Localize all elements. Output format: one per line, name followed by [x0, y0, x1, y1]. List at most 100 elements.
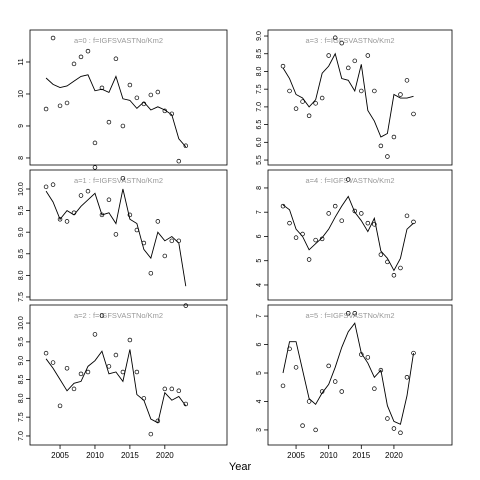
- data-point: [339, 218, 344, 223]
- data-point: [64, 219, 70, 224]
- data-point: [313, 427, 318, 433]
- data-point: [64, 100, 70, 106]
- data-point: [134, 95, 140, 101]
- data-point: [162, 386, 168, 392]
- data-point: [339, 389, 344, 394]
- data-point: [306, 113, 312, 118]
- data-point: [372, 88, 377, 94]
- y-tick-label: 8.5: [256, 49, 263, 59]
- data-point: [306, 257, 312, 262]
- data-point: [113, 352, 119, 358]
- data-point: [352, 311, 358, 316]
- data-point: [92, 332, 98, 337]
- data-point: [183, 143, 189, 149]
- trend-line: [282, 322, 414, 425]
- y-tick-label: 8.5: [18, 249, 25, 259]
- data-point: [332, 203, 338, 209]
- data-point: [300, 423, 305, 428]
- data-point: [378, 143, 384, 149]
- data-point: [365, 53, 371, 58]
- y-tick-label: 8.5: [18, 375, 25, 385]
- data-point: [99, 85, 105, 91]
- panel-title: a=1 : f=IGFSVASTNo/Km2: [74, 176, 163, 185]
- data-point: [293, 235, 299, 240]
- data-point: [155, 219, 161, 224]
- data-point: [372, 386, 377, 391]
- panel-frame: [267, 304, 453, 446]
- data-point: [43, 106, 49, 112]
- y-tick-label: 9: [18, 124, 25, 128]
- data-point: [398, 92, 403, 97]
- data-point: [106, 364, 112, 369]
- data-point: [346, 311, 351, 316]
- data-point: [71, 61, 77, 67]
- panel-title: a=2 : f=IGFSVASTNo/Km2: [74, 311, 163, 320]
- y-tick-label: 10.0: [18, 182, 25, 196]
- data-point: [293, 106, 299, 111]
- y-tick-label: 6.5: [256, 120, 263, 130]
- y-tick-label: 5: [256, 259, 263, 263]
- y-tick-label: 9.5: [18, 337, 25, 347]
- data-point: [71, 386, 77, 392]
- y-tick-label: 7.5: [18, 292, 25, 302]
- y-tick-label: 10.0: [18, 316, 25, 330]
- y-tick-label: 8.0: [18, 270, 25, 280]
- data-point: [300, 99, 305, 104]
- data-point: [78, 371, 84, 377]
- data-point: [365, 355, 371, 360]
- data-point: [50, 360, 56, 365]
- panel-title: a=0 : f=IGFSVASTNo/Km2: [74, 36, 163, 45]
- data-point: [106, 197, 112, 203]
- data-point: [50, 35, 56, 41]
- y-tick-label: 7.0: [18, 431, 25, 441]
- data-point: [99, 212, 105, 218]
- data-point: [176, 158, 182, 164]
- y-tick-label: 7: [256, 210, 263, 214]
- y-tick-label: 8: [18, 156, 25, 160]
- data-point: [113, 232, 119, 237]
- data-point: [99, 313, 105, 318]
- data-point: [127, 337, 133, 343]
- data-point: [162, 253, 168, 259]
- trend-line: [45, 188, 187, 287]
- data-point: [398, 430, 403, 436]
- data-point: [359, 211, 364, 216]
- data-point: [411, 219, 416, 225]
- panel-frame: [29, 304, 228, 446]
- data-point: [365, 220, 371, 226]
- data-point: [106, 119, 112, 125]
- data-point: [391, 273, 397, 278]
- y-tick-label: 5.5: [256, 155, 263, 165]
- data-point: [404, 375, 410, 380]
- data-point: [313, 101, 318, 106]
- y-tick-label: 7.5: [256, 84, 263, 94]
- data-point: [326, 363, 331, 369]
- panel-frame: [29, 169, 228, 301]
- y-tick-label: 7.5: [18, 412, 25, 422]
- data-point: [326, 211, 331, 216]
- data-point: [78, 54, 84, 60]
- data-point: [404, 78, 410, 83]
- y-tick-label: 9.0: [18, 227, 25, 237]
- data-point: [372, 222, 377, 227]
- x-tick-label: 2020: [385, 451, 403, 460]
- data-point: [169, 238, 175, 244]
- panel-frame: [267, 29, 453, 166]
- data-point: [280, 63, 286, 69]
- data-point: [391, 426, 397, 431]
- data-point: [64, 365, 70, 371]
- data-point: [332, 379, 338, 384]
- data-point: [92, 140, 98, 146]
- data-point: [134, 369, 140, 375]
- panel-title: a=5 : f=IGFSVASTNo/Km2: [305, 311, 394, 320]
- data-point: [57, 103, 63, 109]
- y-tick-label: 9.0: [256, 31, 263, 41]
- data-point: [293, 365, 299, 370]
- trend-line: [45, 74, 187, 148]
- data-point: [78, 193, 84, 198]
- trend-line: [45, 349, 187, 424]
- data-point: [411, 111, 416, 117]
- data-point: [391, 134, 397, 140]
